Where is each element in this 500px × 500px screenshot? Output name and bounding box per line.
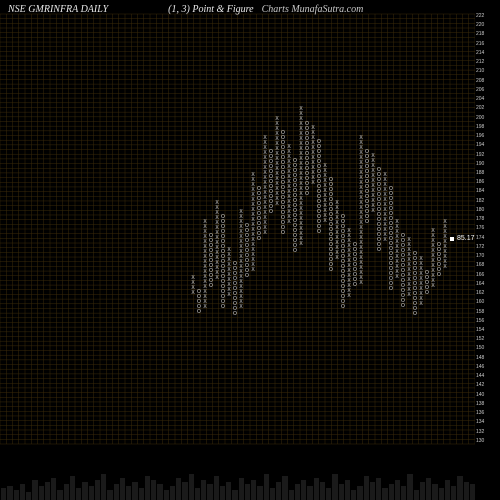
y-tick-label: 138	[476, 402, 498, 407]
y-tick-label: 214	[476, 51, 498, 56]
y-tick-label: 206	[476, 88, 498, 93]
pnf-column: XXXXXXXXXX	[442, 220, 448, 270]
current-price-marker: 85.17	[450, 235, 475, 242]
y-tick-label: 220	[476, 23, 498, 28]
y-tick-label: 146	[476, 365, 498, 370]
y-tick-label: 140	[476, 393, 498, 398]
y-tick-label: 168	[476, 263, 498, 268]
y-tick-label: 150	[476, 346, 498, 351]
y-tick-label: 188	[476, 171, 498, 176]
y-tick-label: 198	[476, 125, 498, 130]
y-tick-label: 132	[476, 430, 498, 435]
y-tick-label: 190	[476, 162, 498, 167]
y-tick-label: 208	[476, 79, 498, 84]
y-tick-label: 186	[476, 180, 498, 185]
volume-bars	[0, 452, 475, 500]
y-tick-label: 202	[476, 106, 498, 111]
y-tick-label: 166	[476, 273, 498, 278]
y-tick-label: 218	[476, 32, 498, 37]
current-price-value: 85.17	[457, 235, 475, 242]
y-tick-label: 178	[476, 217, 498, 222]
y-tick-label: 200	[476, 116, 498, 121]
y-tick-label: 164	[476, 282, 498, 287]
chart-subtitle: (1, 3) Point & Figure	[168, 4, 253, 15]
y-tick-label: 216	[476, 42, 498, 47]
y-tick-label: 196	[476, 134, 498, 139]
chart-header: NSE GMRINFRA DAILY (1, 3) Point & Figure…	[0, 4, 500, 15]
y-tick-label: 180	[476, 208, 498, 213]
y-tick-label: 156	[476, 319, 498, 324]
y-tick-label: 184	[476, 189, 498, 194]
y-tick-label: 134	[476, 420, 498, 425]
y-tick-label: 174	[476, 236, 498, 241]
chart-source: Charts MunafaSutra.com	[262, 4, 364, 15]
y-tick-label: 148	[476, 356, 498, 361]
chart-title: NSE GMRINFRA DAILY	[8, 4, 108, 15]
y-tick-label: 144	[476, 374, 498, 379]
y-tick-label: 160	[476, 300, 498, 305]
y-tick-label: 176	[476, 226, 498, 231]
y-tick-label: 192	[476, 153, 498, 158]
pnf-columns: XXXXOOOOOXXXXXXXXXXXXXXXXXXOOOOOOOOOOOXX…	[0, 14, 475, 444]
y-axis: 2222202182162142122102082062042022001981…	[476, 14, 498, 444]
y-tick-label: 162	[476, 291, 498, 296]
y-tick-label: 194	[476, 143, 498, 148]
y-tick-label: 158	[476, 310, 498, 315]
y-tick-label: 204	[476, 97, 498, 102]
y-tick-label: 172	[476, 245, 498, 250]
y-tick-label: 210	[476, 69, 498, 74]
y-tick-label: 212	[476, 60, 498, 65]
y-tick-label: 154	[476, 328, 498, 333]
y-tick-label: 130	[476, 439, 498, 444]
volume-bar	[469, 484, 475, 500]
y-tick-label: 152	[476, 337, 498, 342]
y-tick-label: 142	[476, 383, 498, 388]
y-tick-label: 182	[476, 199, 498, 204]
y-tick-label: 170	[476, 254, 498, 259]
y-tick-label: 136	[476, 411, 498, 416]
